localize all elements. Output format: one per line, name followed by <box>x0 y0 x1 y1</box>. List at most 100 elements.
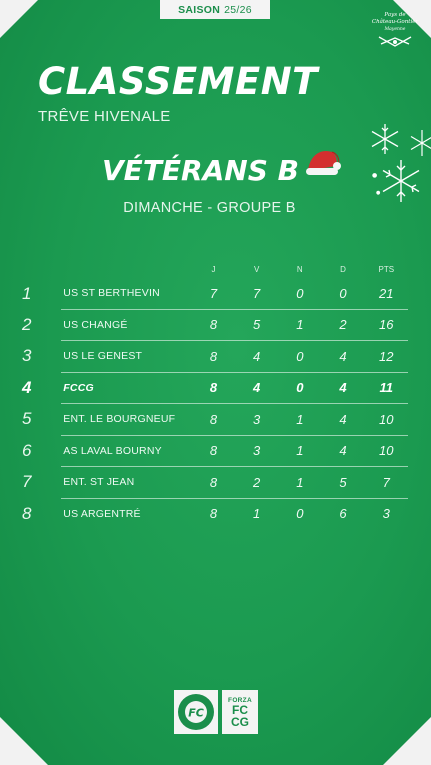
snowflake-icon <box>371 124 399 154</box>
played-cell: 8 <box>191 340 236 373</box>
lost-cell: 2 <box>321 309 365 341</box>
played-cell: 8 <box>191 435 236 467</box>
table-row: 1 US ST BERTHEVIN 7 7 0 0 21 <box>18 278 408 310</box>
rank-cell: 2 <box>22 314 32 334</box>
won-cell: 3 <box>235 403 279 436</box>
points-cell: 10 <box>364 403 408 436</box>
drawn-cell: 1 <box>278 435 322 467</box>
club-crest-icon: FC <box>178 694 214 730</box>
played-cell: 8 <box>209 506 218 522</box>
table-row: 2 US CHANGÉ 8 5 1 2 16 <box>18 309 408 341</box>
season-badge: SAISON 25/26 <box>160 0 270 19</box>
team-cell: US ARGENTRÉ <box>63 507 141 520</box>
column-header: PTS <box>378 264 395 274</box>
column-header: J <box>211 264 216 274</box>
drawn-cell: 0 <box>278 372 322 404</box>
team-cell: US LE GENEST <box>61 340 192 373</box>
rank-cell: 7 <box>22 472 32 492</box>
lost-cell: 5 <box>321 466 365 499</box>
table-header-row: J V N D PTS <box>18 260 408 278</box>
team-cell: ENT. ST JEAN <box>61 466 192 499</box>
won-cell: 2 <box>235 466 279 499</box>
drawn-cell: 1 <box>278 403 322 436</box>
team-cell: AS LAVAL BOURNY <box>61 435 192 467</box>
santa-hat-icon <box>306 150 341 175</box>
snow-dot: ● <box>372 172 378 179</box>
played-cell: 7 <box>191 278 236 310</box>
won-cell: 7 <box>235 278 279 310</box>
table-row: 3 US LE GENEST 8 4 0 4 12 <box>18 340 408 373</box>
sponsor-logo: Pays de Château-Gontier Mayenne <box>370 12 420 54</box>
drawn-cell: 0 <box>278 278 322 310</box>
standings-table: J V N D PTS 1 US ST BERTHEVIN 7 7 0 0 21… <box>18 260 408 529</box>
lost-cell: 0 <box>321 278 365 310</box>
rank-cell: 1 <box>22 283 32 303</box>
drawn-cell: 0 <box>296 506 304 522</box>
won-cell: 4 <box>235 340 279 373</box>
season-label: SAISON <box>178 3 221 16</box>
points-cell: 10 <box>364 435 408 467</box>
lost-cell: 4 <box>321 403 365 436</box>
corner-cut <box>393 0 431 38</box>
rank-cell: 6 <box>22 440 32 460</box>
won-cell: 5 <box>235 309 279 341</box>
rank-cell: 5 <box>22 409 32 429</box>
won-cell: 3 <box>235 435 279 467</box>
won-cell: 4 <box>235 372 279 404</box>
rank-cell: 8 <box>22 503 32 523</box>
team-cell: FCCG <box>61 372 192 404</box>
page-title: CLASSEMENT <box>38 60 318 103</box>
table-row: 5 ENT. LE BOURGNEUF 8 3 1 4 10 <box>18 403 408 436</box>
team-name: VÉTÉRANS B <box>102 154 299 187</box>
snowflake-icon <box>410 130 431 156</box>
rank-cell: 4 <box>22 377 32 397</box>
drawn-cell: 1 <box>278 466 322 499</box>
points-cell: 16 <box>364 309 408 341</box>
column-header: D <box>340 264 346 274</box>
team-cell: US ST BERTHEVIN <box>61 278 192 310</box>
lost-cell: 4 <box>321 340 365 373</box>
column-header: V <box>253 264 260 274</box>
page-subtitle: TRÊVE HIVENALE <box>38 108 171 125</box>
points-cell: 7 <box>364 466 408 499</box>
lost-cell: 4 <box>321 435 365 467</box>
team-header <box>61 260 192 278</box>
played-cell: 8 <box>191 309 236 341</box>
sponsor-line2: Château-Gontier <box>371 19 419 25</box>
played-cell: 8 <box>191 466 236 499</box>
footer-logos: FC FORZA FC CG <box>174 690 258 734</box>
forza-logo: FORZA FC CG <box>222 690 258 734</box>
snowflake-icon <box>382 160 420 202</box>
corner-cut <box>0 717 48 765</box>
rank-header <box>18 260 61 278</box>
points-cell: 21 <box>364 278 408 310</box>
points-cell: 3 <box>382 506 390 522</box>
snow-dot: ● <box>376 190 381 196</box>
season-value: 25/26 <box>224 3 252 16</box>
team-cell: ENT. LE BOURGNEUF <box>61 403 192 436</box>
corner-cut <box>0 0 38 38</box>
lost-cell: 4 <box>321 372 365 404</box>
forza-label: FORZA <box>228 696 252 704</box>
forza-line2: CG <box>231 714 249 729</box>
forza-line1: FC <box>232 702 248 717</box>
played-cell: 8 <box>191 372 236 404</box>
won-cell: 1 <box>253 506 261 522</box>
table-row: 6 AS LAVAL BOURNY 8 3 1 4 10 <box>18 435 408 467</box>
played-cell: 8 <box>191 403 236 436</box>
club-crest-text: FC <box>188 707 204 720</box>
drawn-cell: 1 <box>278 309 322 341</box>
points-cell: 11 <box>364 372 408 404</box>
club-logo: FC <box>174 690 218 734</box>
table-row: 8 US ARGENTRÉ 8 1 0 6 3 <box>18 498 408 529</box>
lost-cell: 6 <box>339 506 347 522</box>
table-row: 7 ENT. ST JEAN 8 2 1 5 7 <box>18 466 408 499</box>
drawn-cell: 0 <box>278 340 322 373</box>
rank-cell: 3 <box>22 346 32 366</box>
corner-cut <box>383 717 431 765</box>
sponsor-line3: Mayenne <box>384 27 406 32</box>
group-label: DIMANCHE - GROUPE B <box>123 200 296 216</box>
table-row-highlighted: 4 FCCG 8 4 0 4 11 <box>18 372 408 404</box>
sponsor-emblem-icon <box>378 36 412 47</box>
